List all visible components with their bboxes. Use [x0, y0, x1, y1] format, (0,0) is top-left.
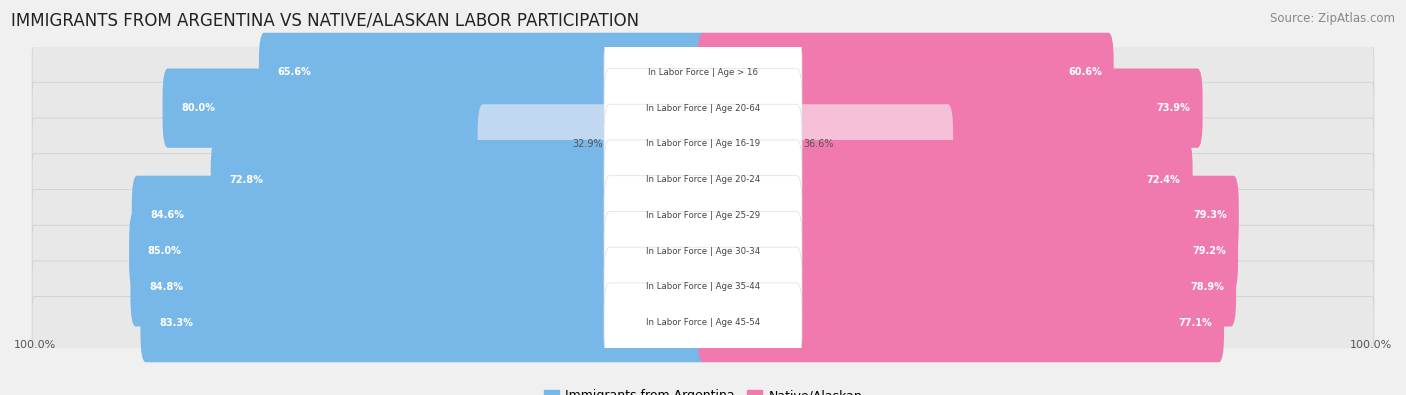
FancyBboxPatch shape	[697, 283, 1225, 362]
Text: 83.3%: 83.3%	[159, 318, 193, 327]
Text: In Labor Force | Age 25-29: In Labor Force | Age 25-29	[645, 211, 761, 220]
Text: In Labor Force | Age 20-24: In Labor Force | Age 20-24	[645, 175, 761, 184]
FancyBboxPatch shape	[697, 176, 1239, 255]
Text: 65.6%: 65.6%	[277, 68, 311, 77]
Text: 100.0%: 100.0%	[1350, 340, 1392, 350]
FancyBboxPatch shape	[131, 247, 709, 327]
FancyBboxPatch shape	[697, 140, 1192, 219]
FancyBboxPatch shape	[129, 211, 709, 291]
FancyBboxPatch shape	[605, 283, 801, 362]
FancyBboxPatch shape	[697, 33, 1114, 112]
Text: In Labor Force | Age > 16: In Labor Force | Age > 16	[648, 68, 758, 77]
FancyBboxPatch shape	[605, 140, 801, 219]
FancyBboxPatch shape	[605, 247, 801, 327]
Text: 73.9%: 73.9%	[1157, 103, 1191, 113]
FancyBboxPatch shape	[697, 104, 953, 184]
Text: In Labor Force | Age 45-54: In Labor Force | Age 45-54	[645, 318, 761, 327]
Text: 100.0%: 100.0%	[14, 340, 56, 350]
FancyBboxPatch shape	[697, 247, 1236, 327]
FancyBboxPatch shape	[605, 211, 801, 291]
FancyBboxPatch shape	[32, 118, 1374, 170]
FancyBboxPatch shape	[32, 154, 1374, 205]
Text: 84.8%: 84.8%	[149, 282, 183, 292]
FancyBboxPatch shape	[32, 225, 1374, 277]
FancyBboxPatch shape	[605, 176, 801, 255]
Text: In Labor Force | Age 30-34: In Labor Force | Age 30-34	[645, 246, 761, 256]
Text: IMMIGRANTS FROM ARGENTINA VS NATIVE/ALASKAN LABOR PARTICIPATION: IMMIGRANTS FROM ARGENTINA VS NATIVE/ALAS…	[11, 12, 640, 30]
FancyBboxPatch shape	[141, 283, 709, 362]
FancyBboxPatch shape	[32, 47, 1374, 98]
Text: 72.8%: 72.8%	[229, 175, 263, 184]
Text: In Labor Force | Age 20-64: In Labor Force | Age 20-64	[645, 103, 761, 113]
Text: 32.9%: 32.9%	[572, 139, 603, 149]
FancyBboxPatch shape	[163, 68, 709, 148]
Text: 79.3%: 79.3%	[1192, 211, 1226, 220]
FancyBboxPatch shape	[32, 261, 1374, 313]
FancyBboxPatch shape	[697, 68, 1202, 148]
Text: In Labor Force | Age 35-44: In Labor Force | Age 35-44	[645, 282, 761, 292]
Text: Source: ZipAtlas.com: Source: ZipAtlas.com	[1270, 12, 1395, 25]
FancyBboxPatch shape	[211, 140, 709, 219]
FancyBboxPatch shape	[605, 104, 801, 184]
FancyBboxPatch shape	[32, 190, 1374, 241]
Text: 60.6%: 60.6%	[1069, 68, 1102, 77]
FancyBboxPatch shape	[32, 297, 1374, 348]
Legend: Immigrants from Argentina, Native/Alaskan: Immigrants from Argentina, Native/Alaska…	[538, 384, 868, 395]
Text: 78.9%: 78.9%	[1189, 282, 1225, 292]
FancyBboxPatch shape	[478, 104, 709, 184]
Text: 72.4%: 72.4%	[1147, 175, 1181, 184]
Text: 36.6%: 36.6%	[803, 139, 834, 149]
FancyBboxPatch shape	[605, 68, 801, 148]
Text: In Labor Force | Age 16-19: In Labor Force | Age 16-19	[645, 139, 761, 149]
Text: 80.0%: 80.0%	[181, 103, 215, 113]
FancyBboxPatch shape	[32, 82, 1374, 134]
FancyBboxPatch shape	[132, 176, 709, 255]
Text: 85.0%: 85.0%	[148, 246, 181, 256]
Text: 77.1%: 77.1%	[1178, 318, 1212, 327]
FancyBboxPatch shape	[697, 211, 1239, 291]
Text: 79.2%: 79.2%	[1192, 246, 1226, 256]
FancyBboxPatch shape	[605, 33, 801, 112]
Text: 84.6%: 84.6%	[150, 211, 184, 220]
FancyBboxPatch shape	[259, 33, 709, 112]
